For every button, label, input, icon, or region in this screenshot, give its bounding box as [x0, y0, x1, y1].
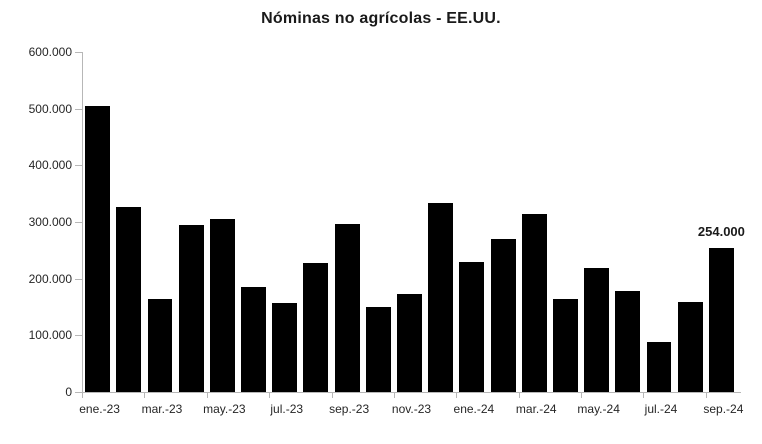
- y-axis-tick: [75, 392, 82, 393]
- y-axis-label: 600.000: [28, 45, 72, 59]
- chart-title: Nóminas no agrícolas - EE.UU.: [261, 10, 501, 27]
- y-axis-label: 200.000: [28, 271, 72, 286]
- x-axis-label: sep.-24: [703, 402, 744, 416]
- bar-jul.-24: [646, 341, 672, 392]
- bar-ago.-24: [677, 301, 703, 392]
- x-axis-tick: [643, 393, 645, 398]
- y-axis-tick: [75, 165, 82, 167]
- x-axis-tick: [331, 393, 333, 398]
- y-axis-label: 500.000: [28, 101, 72, 116]
- x-axis-tick: [144, 393, 146, 398]
- bar-abr.-23: [178, 224, 204, 392]
- x-axis-tick: [581, 393, 583, 398]
- bar-may.-23: [209, 218, 235, 392]
- x-axis-label: ene.-23: [79, 402, 120, 416]
- x-axis-label: mar.-24: [515, 402, 557, 416]
- bar-ago.-23: [303, 263, 329, 392]
- x-axis-tick: [269, 393, 271, 398]
- x-axis-label: sep.-23: [329, 402, 370, 416]
- x-axis-tick: [206, 393, 208, 398]
- bar-feb.-24: [490, 239, 516, 392]
- y-axis-label: 100.000: [28, 328, 72, 343]
- y-axis-label: 400.000: [28, 158, 72, 173]
- x-axis-tick: [82, 393, 83, 398]
- x-axis-label: jul.-23: [270, 402, 304, 416]
- y-axis-line: [82, 52, 83, 393]
- bar-feb.-23: [116, 207, 142, 392]
- bar-dic.-23: [428, 203, 454, 392]
- bar-ene.-24: [459, 262, 485, 392]
- y-axis-tick: [75, 52, 82, 53]
- y-axis-tick: [75, 335, 82, 337]
- x-axis-label: jul.-24: [644, 402, 678, 416]
- y-axis-tick: [75, 108, 82, 110]
- x-axis-label: may.-24: [577, 402, 620, 416]
- bar-jun.-24: [615, 290, 641, 392]
- y-axis-tick: [75, 278, 82, 280]
- x-axis-label: nov.-23: [391, 402, 432, 416]
- x-axis-tick: [705, 393, 707, 398]
- bar-oct.-23: [365, 307, 391, 392]
- bar-sep.-23: [334, 223, 360, 392]
- bar-ene.-23: [85, 106, 111, 392]
- y-axis-label: 0: [65, 385, 72, 399]
- x-axis-tick: [518, 393, 520, 398]
- bar-may.-24: [584, 268, 610, 392]
- x-axis-tick: [393, 393, 395, 398]
- bar-mar.-23: [147, 298, 173, 392]
- x-axis-label: mar.-23: [141, 402, 183, 416]
- bar-mar.-24: [521, 213, 547, 392]
- x-axis-line: [82, 392, 741, 393]
- y-axis-tick: [75, 222, 82, 223]
- bar-abr.-24: [552, 298, 578, 392]
- x-axis-label: may.-23: [203, 402, 246, 416]
- bar-jun.-23: [241, 287, 266, 392]
- bar-value-label: 254.000: [697, 224, 745, 240]
- x-axis-label: ene.-24: [453, 402, 495, 416]
- bar-sep.-24: [708, 248, 734, 392]
- y-axis-label: 300.000: [28, 215, 72, 229]
- x-axis-tick: [456, 393, 458, 398]
- bar-nov.-23: [397, 293, 422, 392]
- bar-jul.-23: [272, 303, 298, 392]
